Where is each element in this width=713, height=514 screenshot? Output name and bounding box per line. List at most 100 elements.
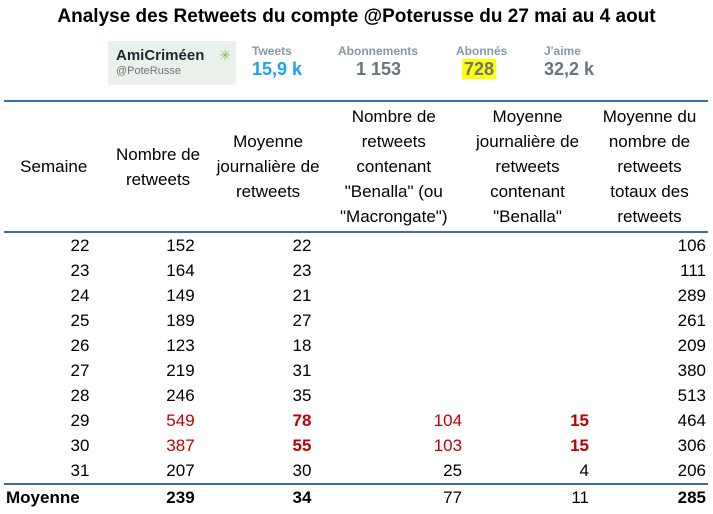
cell-week: 26 (70, 336, 90, 355)
cell-benalla-daily (464, 283, 591, 308)
cell-benalla: 104 (433, 411, 463, 430)
stat-tweets: Tweets 15,9 k (252, 44, 302, 80)
cell-avg-total: 261 (677, 311, 706, 330)
table-row: 27 219 31 380 (4, 358, 708, 383)
cell-retweets: 189 (166, 311, 195, 330)
cell-benalla-daily: 15 (570, 411, 589, 430)
cell-daily: 22 (292, 236, 312, 255)
cell-benalla-daily: 15 (570, 436, 589, 455)
table-row: 29 549 78 104 15 464 (4, 408, 708, 433)
cell-week: 22 (70, 236, 90, 255)
cell-week: 31 (70, 461, 90, 480)
table-row: 30 387 55 103 15 306 (4, 433, 708, 458)
cell-benalla (323, 258, 464, 283)
leaf-icon: ✳ (219, 47, 231, 63)
cell-benalla (323, 358, 464, 383)
header-benalla-journaliere: Moyenne journalière de retweets contenan… (476, 107, 580, 226)
table-row: 23 164 23 111 (4, 258, 708, 283)
cell-retweets: 164 (166, 261, 195, 280)
cell-benalla (323, 283, 464, 308)
stat-jaime: J'aime 32,2 k (544, 44, 594, 80)
cell-week: 28 (70, 386, 90, 405)
cell-daily: 55 (292, 436, 312, 455)
header-semaine: Semaine (20, 157, 88, 176)
cell-avg-total: 380 (677, 361, 706, 380)
profile-card: AmiCriméen @PoteRusse ✳ (108, 41, 236, 85)
cell-benalla (323, 308, 464, 333)
table-row: 28 246 35 513 (4, 383, 708, 408)
cell-retweets: 152 (166, 236, 195, 255)
cell-retweets: 387 (166, 436, 195, 455)
cell-retweets: 246 (166, 386, 195, 405)
table-row: 25 189 27 261 (4, 308, 708, 333)
cell-retweets: 123 (166, 336, 195, 355)
cell-avg-total: 209 (677, 336, 706, 355)
cell-daily: 30 (292, 461, 312, 480)
cell-retweets: 149 (166, 286, 195, 305)
footer-retweets: 239 (166, 488, 195, 507)
cell-avg-total: 289 (677, 286, 706, 305)
table-row: 31 207 30 25 4 206 (4, 458, 708, 484)
cell-week: 24 (70, 286, 90, 305)
table-footer-row: Moyenne 239 34 77 11 285 (4, 484, 708, 510)
stat-abonnes: Abonnés 728 (456, 44, 507, 80)
stat-value: 15,9 k (252, 59, 303, 79)
cell-daily: 31 (292, 361, 312, 380)
cell-benalla (323, 333, 464, 358)
cell-daily: 23 (292, 261, 312, 280)
cell-daily: 35 (292, 386, 312, 405)
stat-label: Tweets (252, 44, 292, 58)
table-row: 24 149 21 289 (4, 283, 708, 308)
cell-daily: 21 (292, 286, 312, 305)
cell-retweets: 219 (166, 361, 195, 380)
cell-avg-total: 513 (677, 386, 706, 405)
stat-value: 1 153 (356, 59, 402, 79)
cell-avg-total: 464 (677, 411, 706, 430)
cell-benalla-daily: 4 (579, 461, 589, 480)
stat-value: 32,2 k (544, 59, 595, 79)
stat-label: Abonnés (456, 44, 508, 58)
cell-benalla-daily (464, 258, 591, 283)
cell-avg-total: 111 (680, 261, 706, 280)
page-title: Analyse des Retweets du compte @Poteruss… (57, 6, 656, 27)
cell-benalla: 103 (433, 436, 463, 455)
cell-week: 27 (70, 361, 90, 380)
header-moyenne-journaliere: Moyenne journalière de retweets (216, 132, 320, 201)
footer-benalla-daily: 11 (571, 488, 589, 507)
cell-daily: 27 (292, 311, 312, 330)
cell-benalla-daily (464, 358, 591, 383)
table-row: 26 123 18 209 (4, 333, 708, 358)
cell-benalla: 25 (443, 461, 463, 480)
cell-week: 25 (70, 311, 90, 330)
profile-name: AmiCriméen (116, 47, 205, 64)
cell-benalla (323, 232, 464, 258)
stat-abonnements: Abonnements 1 153 (338, 44, 418, 80)
profile-handle: @PoteRusse (116, 65, 181, 77)
cell-daily: 78 (292, 411, 312, 430)
header-moyenne-totaux: Moyenne du nombre de retweets totaux des… (602, 107, 697, 226)
cell-retweets: 207 (166, 461, 195, 480)
cell-benalla-daily (464, 383, 591, 408)
cell-avg-total: 206 (677, 461, 706, 480)
footer-avg-total: 285 (677, 488, 706, 507)
stat-label: J'aime (544, 44, 581, 58)
cell-week: 29 (70, 411, 90, 430)
cell-benalla-daily (464, 232, 591, 258)
retweets-table: Semaine Nombre de retweets Moyenne journ… (4, 100, 708, 510)
table-header-row: Semaine Nombre de retweets Moyenne journ… (4, 101, 708, 232)
footer-benalla: 77 (443, 488, 463, 507)
footer-daily: 34 (292, 488, 312, 507)
cell-daily: 18 (292, 336, 312, 355)
stat-value: 728 (462, 59, 497, 79)
table-row: 22 152 22 106 (4, 232, 708, 258)
header-benalla: Nombre de retweets contenant "Benalla" (… (340, 107, 448, 226)
cell-benalla-daily (464, 308, 591, 333)
cell-benalla-daily (464, 333, 591, 358)
stat-label: Abonnements (338, 44, 419, 58)
cell-retweets: 549 (166, 411, 195, 430)
cell-avg-total: 306 (677, 436, 706, 455)
cell-week: 30 (70, 436, 90, 455)
header-nombre-retweets: Nombre de retweets (116, 144, 201, 189)
cell-benalla (323, 383, 464, 408)
cell-week: 23 (70, 261, 90, 280)
